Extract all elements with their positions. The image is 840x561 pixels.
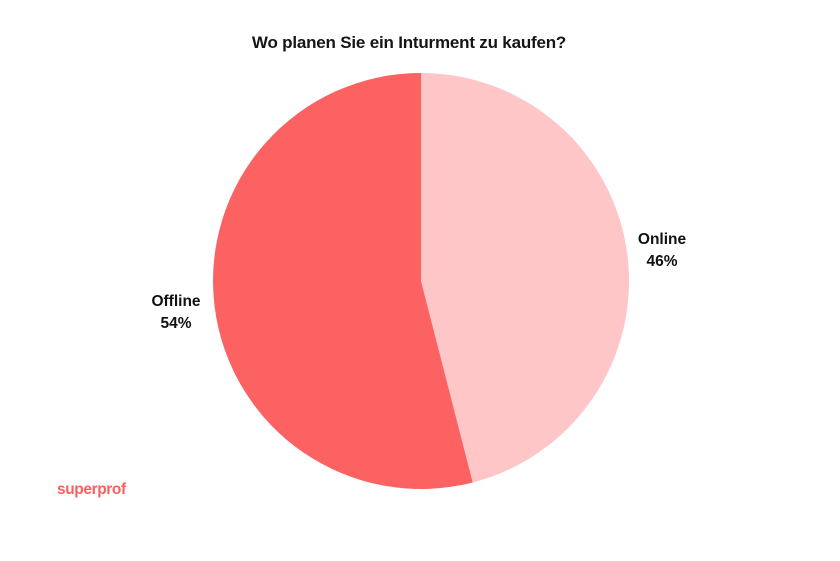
slice-label-online-value: 46% bbox=[646, 253, 678, 270]
superprof-logo: superprof bbox=[57, 481, 126, 498]
pie-slice-offline bbox=[213, 73, 473, 489]
slice-label-offline: Offline 54% bbox=[151, 291, 200, 335]
pie-slice-online bbox=[421, 73, 629, 483]
slice-label-offline-value: 54% bbox=[160, 315, 192, 332]
slice-label-online: Online 46% bbox=[638, 229, 686, 273]
pie-chart bbox=[213, 73, 629, 489]
slice-label-online-name: Online bbox=[637, 231, 687, 248]
chart-title: Wo planen Sie ein Inturment zu kaufen? bbox=[251, 33, 567, 52]
slice-label-offline-name: Offline bbox=[151, 293, 201, 310]
